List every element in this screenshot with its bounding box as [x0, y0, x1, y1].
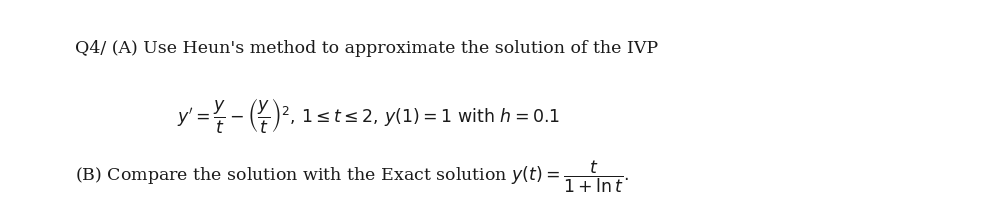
Text: Q4/ (A) Use Heun's method to approximate the solution of the IVP: Q4/ (A) Use Heun's method to approximate… — [75, 40, 657, 57]
Text: (B) Compare the solution with the Exact solution $y(t) = \dfrac{t}{1+\ln t}.$: (B) Compare the solution with the Exact … — [75, 159, 628, 195]
Text: $y' = \dfrac{y}{t} - \left(\dfrac{y}{t}\right)^2,\, 1 \leq t \leq 2,\, y(1) = 1\: $y' = \dfrac{y}{t} - \left(\dfrac{y}{t}\… — [177, 96, 560, 135]
